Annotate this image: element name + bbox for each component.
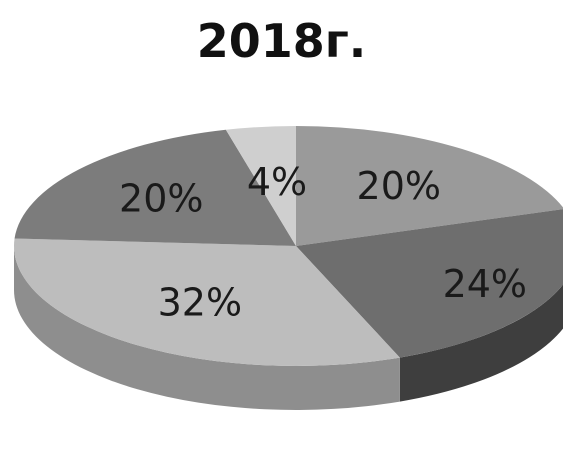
pie-slice-0 xyxy=(296,126,563,246)
pie-slice-3 xyxy=(14,129,297,246)
chart-title: 2018г. xyxy=(196,14,367,68)
pie-sides xyxy=(14,246,563,411)
pie-slice-4 xyxy=(225,126,296,246)
pie-slice-label-4: 4% xyxy=(247,160,307,204)
pie-side-2-0 xyxy=(14,246,400,411)
pie-slice-label-3: 20% xyxy=(119,177,203,221)
pie-tops xyxy=(14,126,563,366)
pie-slice-1 xyxy=(296,209,563,358)
pie-slice-label-0: 20% xyxy=(357,164,441,208)
pie-slice-2 xyxy=(14,238,400,366)
pie-side-1-0 xyxy=(399,284,563,402)
pie-slice-label-1: 24% xyxy=(443,262,527,306)
pie-labels: 20% 24% 32% 20% 4% xyxy=(119,160,527,324)
pie-slice-label-2: 32% xyxy=(158,280,242,324)
